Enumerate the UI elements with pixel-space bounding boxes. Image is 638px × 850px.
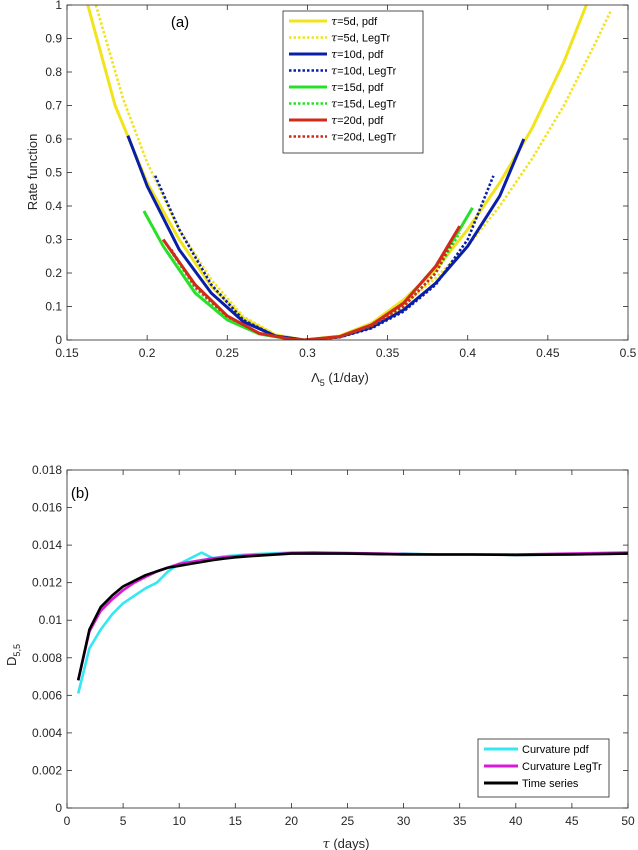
y-tick-label: 0.004	[32, 726, 62, 740]
y-tick-label: 0.006	[32, 688, 62, 702]
x-tick-label: 0	[64, 814, 71, 828]
y-tick-label: 0.008	[32, 651, 62, 665]
series-line-7	[170, 242, 453, 340]
legend-box	[282, 10, 424, 154]
x-tick-label: 40	[509, 814, 523, 828]
y-tick-label: 0.01	[39, 613, 63, 627]
legend-entry-3: τ=10d, LegTr	[331, 65, 397, 78]
legend-entry-1: Curvature LegTr	[522, 761, 602, 773]
legend-entry-0: Curvature pdf	[522, 744, 590, 756]
chart-panel-b: 0 5 10 15 20 25 30 35 40 45 50 0 0.002 0.004 0.006 0.00…	[4, 463, 635, 850]
x-tick-label: 0.2	[139, 346, 156, 360]
y-tick-label: 0.012	[32, 576, 62, 590]
x-tick-label: 0.5	[620, 346, 637, 360]
x-tick-label: 45	[565, 814, 579, 828]
chart-panel-a: 0.15 0.2 0.25 0.3 0.35 0.4 0.45 0.5 0 0.1 0.2 0.3 0.…	[25, 0, 637, 388]
x-tick-label: 0.3	[299, 346, 316, 360]
legend-entry-7: τ=20d, LegTr	[331, 131, 397, 144]
x-tick-label: 35	[453, 814, 467, 828]
y-tick-label: 0.9	[45, 32, 62, 46]
x-tick-label: 15	[229, 814, 243, 828]
x-tick-label: 0.15	[55, 346, 79, 360]
y-axis-label: Rate function	[25, 134, 40, 211]
x-tick-label: 0.25	[216, 346, 240, 360]
panel-label: (b)	[71, 485, 89, 502]
series-group	[86, 5, 612, 340]
legend-entry-5: τ=15d, LegTr	[331, 98, 397, 111]
legend: Curvature pdf Curvature LegTr Time series	[477, 738, 610, 798]
y-tick-label: 0.6	[45, 132, 62, 146]
y-tick-label: 0.014	[32, 538, 62, 552]
x-tick-label: 0.35	[376, 346, 400, 360]
y-tick-label: 0.7	[45, 99, 62, 113]
y-tick-label: 0.4	[45, 199, 62, 213]
panel-label: (a)	[171, 14, 189, 31]
x-tick-label: 5	[120, 814, 127, 828]
y-tick-label: 0.002	[32, 763, 62, 777]
x-axis-label: Λ5 (1/day)	[311, 370, 369, 388]
y-tick-label: 0.1	[45, 300, 62, 314]
y-axis-label: D5,5	[4, 644, 22, 666]
legend-entry-2: Time series	[522, 778, 579, 790]
legend-entry-0: τ=5d, pdf	[331, 15, 378, 28]
x-tick-label: 0.45	[536, 346, 560, 360]
legend: τ=5d, pdf τ=5d, LegTr τ=10d, pdf τ=10d, Leg…	[282, 10, 424, 154]
y-tick-label: 0.018	[32, 463, 62, 477]
y-tick-label: 0.2	[45, 266, 62, 280]
x-tick-label: 20	[285, 814, 299, 828]
y-tick-label: 0.3	[45, 233, 62, 247]
y-tick-label: 0	[55, 801, 62, 815]
y-tick-label: 0.8	[45, 65, 62, 79]
legend-entry-6: τ=20d, pdf	[331, 114, 384, 127]
legend-entry-1: τ=5d, LegTr	[331, 32, 391, 45]
x-axis-label: τ (days)	[323, 836, 370, 850]
x-tick-label: 0.4	[459, 346, 476, 360]
y-tick-label: 1	[55, 0, 62, 12]
x-tick-label: 25	[341, 814, 355, 828]
y-tick-label: 0.5	[45, 166, 62, 180]
x-tick-label: 30	[397, 814, 411, 828]
series-line-2	[76, 552, 628, 681]
y-tick-label: 0	[55, 333, 62, 347]
legend-entry-4: τ=15d, pdf	[331, 81, 384, 94]
legend-entry-2: τ=10d, pdf	[331, 48, 384, 61]
y-tick-label: 0.016	[32, 501, 62, 515]
x-tick-label: 10	[173, 814, 187, 828]
series-group	[76, 551, 628, 694]
x-tick-label: 50	[621, 814, 635, 828]
